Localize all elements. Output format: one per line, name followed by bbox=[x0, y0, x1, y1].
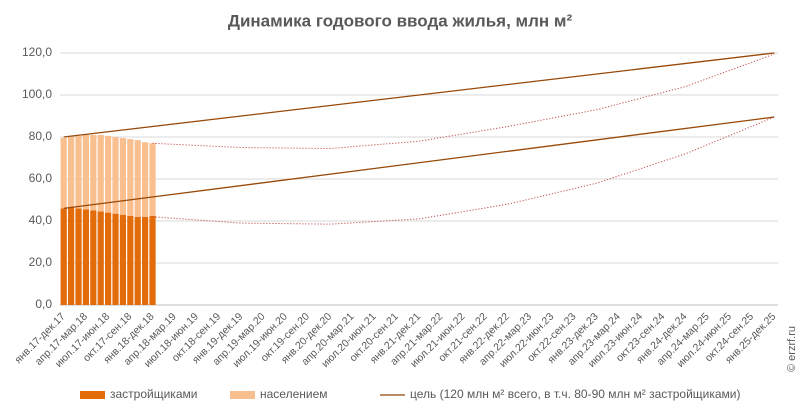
legend-swatch bbox=[80, 391, 105, 399]
bar bbox=[60, 208, 67, 305]
target-line bbox=[63, 116, 775, 210]
bar bbox=[149, 215, 156, 305]
bar bbox=[105, 212, 112, 305]
y-tick-label: 20,0 bbox=[29, 255, 53, 269]
y-tick-label: 80,0 bbox=[29, 129, 53, 143]
legend-label: населением bbox=[260, 387, 328, 401]
bar bbox=[82, 134, 90, 210]
bar bbox=[90, 210, 97, 305]
bar bbox=[134, 216, 141, 305]
bar bbox=[134, 140, 141, 217]
bar bbox=[119, 214, 127, 305]
chart-title: Динамика годового ввода жилья, млн м² bbox=[228, 11, 573, 30]
target-line bbox=[63, 52, 775, 138]
y-tick-label: 0,0 bbox=[35, 297, 52, 311]
bar bbox=[142, 142, 149, 217]
legend-label: цель (120 млн м² всего, в т.ч. 80-90 млн… bbox=[410, 387, 741, 401]
bar bbox=[112, 137, 119, 214]
bar bbox=[90, 134, 97, 211]
bar bbox=[75, 208, 82, 305]
bar bbox=[67, 137, 75, 208]
bar bbox=[82, 209, 90, 305]
bar bbox=[97, 211, 104, 305]
bar bbox=[105, 135, 112, 213]
bar bbox=[142, 216, 149, 305]
y-tick-label: 40,0 bbox=[29, 213, 53, 227]
y-tick-label: 100,0 bbox=[22, 87, 52, 101]
bar bbox=[112, 213, 119, 305]
y-tick-label: 60,0 bbox=[29, 171, 53, 185]
watermark-text: © erzrf.ru bbox=[786, 326, 798, 372]
bar bbox=[119, 138, 127, 215]
watermark: © erzrf.ru bbox=[786, 326, 798, 372]
y-tick-label: 120,0 bbox=[22, 45, 52, 59]
bar bbox=[67, 207, 75, 305]
legend-label: застройщиками bbox=[110, 387, 197, 401]
forecast-line bbox=[152, 116, 775, 225]
bar bbox=[97, 134, 104, 212]
bar bbox=[60, 138, 67, 209]
legend-swatch bbox=[230, 391, 255, 399]
bar bbox=[127, 215, 134, 305]
bar bbox=[127, 139, 134, 216]
bar bbox=[149, 143, 156, 216]
bar bbox=[75, 135, 82, 209]
